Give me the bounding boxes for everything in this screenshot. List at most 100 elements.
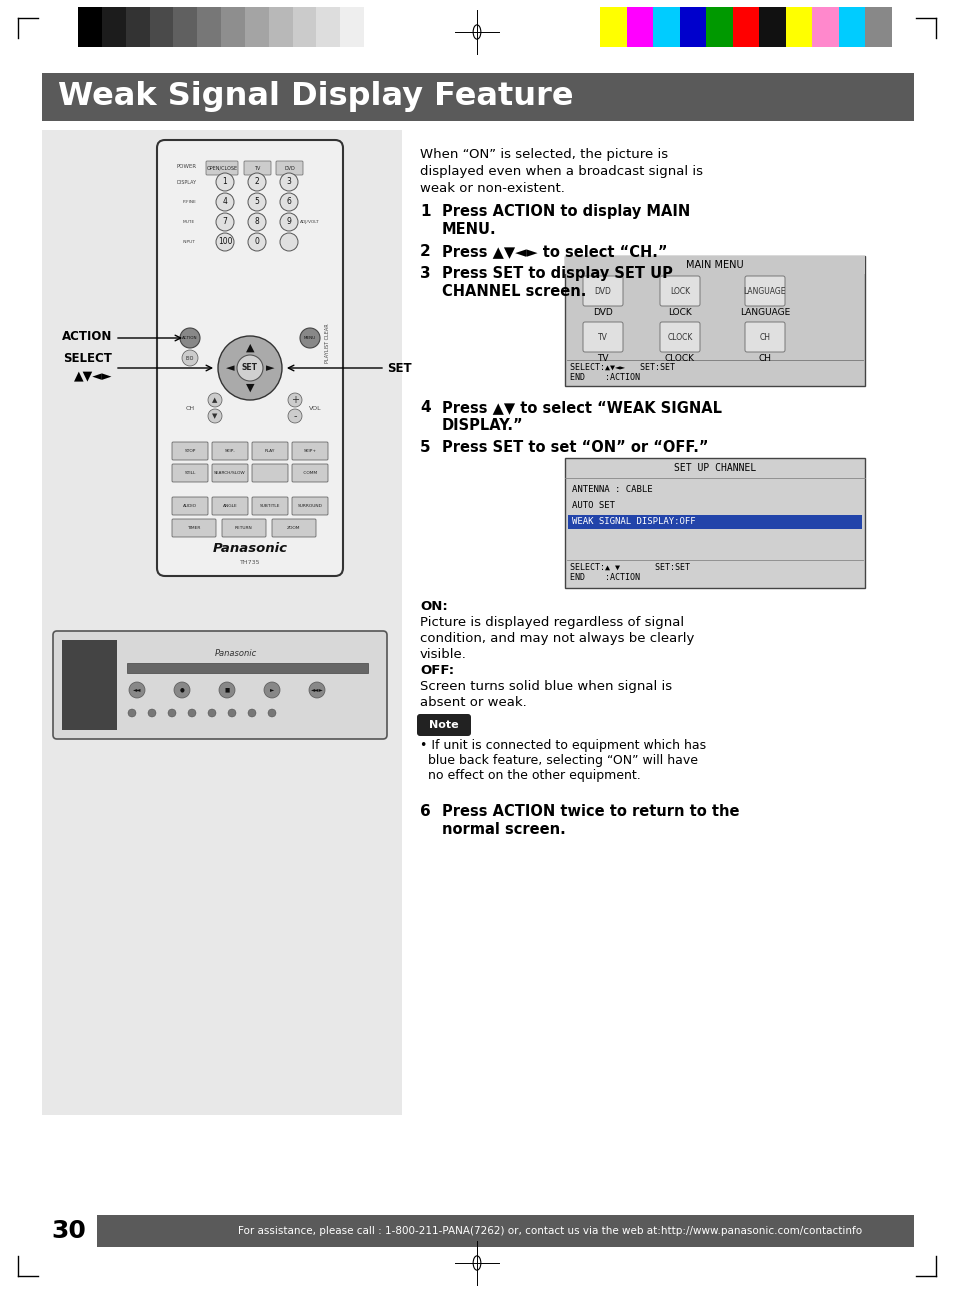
Text: END    :ACTION: END :ACTION [569,573,639,582]
Circle shape [228,709,235,717]
Text: 5: 5 [419,440,430,455]
Text: CH: CH [759,333,770,342]
Text: LANGUAGE: LANGUAGE [743,286,785,295]
Text: CLOCK: CLOCK [666,333,692,342]
Circle shape [268,709,275,717]
FancyBboxPatch shape [172,465,208,481]
Text: PLAYLIST CLEAR: PLAYLIST CLEAR [325,324,330,362]
Text: ◄◄: ◄◄ [132,687,141,692]
Text: VOL: VOL [309,405,321,410]
Bar [78,6,102,47]
Text: Weak Signal Display Feature: Weak Signal Display Feature [58,82,573,113]
Text: 100: 100 [217,238,232,246]
Text: ▲: ▲ [246,343,254,353]
Circle shape [219,682,234,697]
Bar [150,6,173,47]
Circle shape [264,682,280,697]
Text: When “ON” is selected, the picture is: When “ON” is selected, the picture is [419,148,667,160]
Circle shape [248,214,266,232]
Text: LOCK: LOCK [669,286,689,295]
Text: For assistance, please call : 1-800-211-PANA(7262) or, contact us via the web at: For assistance, please call : 1-800-211-… [237,1225,862,1236]
Text: INPUT: INPUT [183,239,195,245]
Bar [42,1215,913,1247]
Text: SELECT: SELECT [63,352,112,365]
Text: DVD: DVD [593,308,612,317]
Circle shape [188,709,195,717]
Text: -: - [293,411,296,421]
Circle shape [288,409,302,423]
Circle shape [128,709,136,717]
Circle shape [173,682,190,697]
FancyBboxPatch shape [744,322,784,352]
Text: CH: CH [185,405,194,410]
Bar [126,6,150,47]
Text: Press SET to display SET UP: Press SET to display SET UP [441,267,672,281]
Text: SET: SET [242,364,257,373]
Bar [567,515,862,529]
Circle shape [208,409,222,423]
Bar [564,256,864,386]
Bar [705,6,732,47]
Text: WEAK SIGNAL DISPLAY:OFF: WEAK SIGNAL DISPLAY:OFF [572,518,695,527]
Text: 8: 8 [254,217,259,226]
Circle shape [215,214,233,232]
Text: blue back feature, selecting “ON” will have: blue back feature, selecting “ON” will h… [419,754,698,767]
FancyBboxPatch shape [222,519,266,537]
Text: 1: 1 [419,204,430,219]
Text: SET UP CHANNEL: SET UP CHANNEL [673,463,756,474]
Bar [812,6,838,47]
Circle shape [280,233,297,251]
Circle shape [208,393,222,408]
FancyBboxPatch shape [157,140,343,576]
Bar [127,663,368,673]
Text: Press ▲▼◄► to select “CH.”: Press ▲▼◄► to select “CH.” [441,245,667,259]
Bar [102,6,126,47]
Circle shape [288,393,302,408]
Text: SEARCH/SLOW: SEARCH/SLOW [213,471,246,475]
Circle shape [168,709,175,717]
Text: ▲▼◄►: ▲▼◄► [73,370,112,383]
Text: Screen turns solid blue when signal is: Screen turns solid blue when signal is [419,681,672,694]
Circle shape [280,214,297,232]
Circle shape [148,709,156,717]
Text: 30: 30 [51,1219,87,1244]
Text: SELECT:▲▼◄►   SET:SET: SELECT:▲▼◄► SET:SET [569,364,675,371]
Text: 6: 6 [286,198,291,207]
Text: TIMER: TIMER [187,525,200,531]
Circle shape [236,355,263,380]
Text: OPEN/CLOSE: OPEN/CLOSE [206,166,237,171]
Circle shape [248,193,266,211]
Text: Note: Note [429,719,458,730]
FancyBboxPatch shape [292,497,328,515]
Text: 6: 6 [419,804,431,819]
Text: • If unit is connected to equipment which has: • If unit is connected to equipment whic… [419,739,705,752]
Text: ACTION: ACTION [182,336,197,340]
Text: ADJ/VOLT: ADJ/VOLT [300,220,319,224]
Text: 0: 0 [254,238,259,246]
Text: weak or non-existent.: weak or non-existent. [419,182,564,195]
Text: Panasonic: Panasonic [213,541,287,555]
Bar [42,1215,97,1247]
Circle shape [299,327,319,348]
Text: LANGUAGE: LANGUAGE [740,308,789,317]
Text: +: + [291,395,298,405]
FancyBboxPatch shape [53,631,387,739]
Text: ANGLE: ANGLE [222,503,237,509]
Bar [564,458,864,587]
Text: MENU.: MENU. [441,223,497,237]
Circle shape [280,193,297,211]
Text: CLOCK: CLOCK [664,355,695,364]
Text: OFF:: OFF: [419,664,454,677]
FancyBboxPatch shape [172,519,215,537]
Text: 3: 3 [419,267,430,281]
FancyBboxPatch shape [206,160,237,175]
FancyBboxPatch shape [244,160,271,175]
FancyBboxPatch shape [172,497,208,515]
Text: SELECT:▲ ▼       SET:SET: SELECT:▲ ▼ SET:SET [569,563,689,572]
Bar [340,6,364,47]
Bar [62,641,117,730]
Bar [221,6,245,47]
Text: TH735: TH735 [239,559,260,564]
Text: Press SET to set “ON” or “OFF.”: Press SET to set “ON” or “OFF.” [441,440,708,455]
Circle shape [215,173,233,192]
